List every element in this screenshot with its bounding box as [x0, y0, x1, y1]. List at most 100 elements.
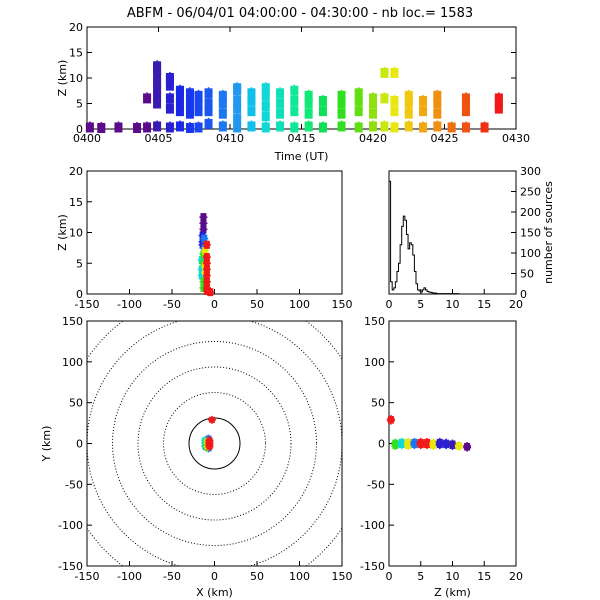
- data-point: [380, 120, 389, 129]
- data-point: [419, 121, 428, 130]
- x-tick-label: 0410: [216, 132, 244, 145]
- x-tick-label: 10: [446, 570, 460, 583]
- y-tick-label: 200: [520, 206, 541, 219]
- data-point: [194, 121, 203, 130]
- data-point: [463, 443, 472, 452]
- range-ring: [87, 321, 342, 566]
- data-point: [354, 121, 363, 130]
- y-tick-label: 15: [69, 47, 83, 60]
- y-tick-label: -150: [360, 560, 385, 573]
- y-tick-label: 150: [62, 315, 83, 328]
- data-point: [175, 84, 184, 93]
- y-tick-label: 0: [76, 288, 83, 301]
- y-axis-label: Y (km): [40, 426, 53, 463]
- data-point: [290, 94, 299, 103]
- y-tick-label: 0: [378, 438, 385, 451]
- y-tick-label: 100: [520, 247, 541, 260]
- x-axis-label: X (km): [196, 586, 233, 599]
- y-axis-label: Z (km): [56, 214, 69, 251]
- data-point: [494, 92, 503, 101]
- data-point: [304, 107, 313, 116]
- data-point: [290, 105, 299, 114]
- y-tick-label: 0: [76, 123, 83, 136]
- y-tick-label: -100: [58, 519, 83, 532]
- data-point: [233, 94, 242, 103]
- plot-frame: [388, 170, 517, 295]
- x-tick-label: -100: [117, 298, 142, 311]
- y-axis-label: number of sources: [542, 181, 555, 284]
- y-tick-label: 10: [69, 72, 83, 85]
- data-point: [337, 89, 346, 98]
- range-ring: [137, 366, 292, 521]
- data-point: [202, 240, 211, 249]
- x-tick-label: -150: [75, 570, 100, 583]
- data-point: [423, 441, 432, 450]
- y-axis-label: Z (km): [56, 60, 69, 97]
- data-point: [390, 94, 399, 103]
- data-point: [261, 82, 270, 91]
- x-tick-label: 0430: [502, 132, 530, 145]
- range-rings: [36, 265, 393, 600]
- data-point: [390, 66, 399, 75]
- y-tick-label: 150: [364, 315, 385, 328]
- data-point: [205, 442, 214, 451]
- y-tick-label: 0: [520, 288, 527, 301]
- data-point: [206, 288, 215, 297]
- y-tick-label: -100: [360, 519, 385, 532]
- x-tick-label: -150: [75, 298, 100, 311]
- x-tick-label: 50: [250, 298, 264, 311]
- range-ring: [36, 265, 393, 600]
- data-point: [318, 121, 327, 130]
- data-point: [233, 112, 242, 121]
- range-ring: [87, 321, 342, 566]
- x-tick-label: 10: [446, 298, 460, 311]
- data-point: [404, 120, 413, 129]
- range-ring: [163, 392, 266, 495]
- data-point: [204, 87, 213, 96]
- data-point: [261, 100, 270, 109]
- data-point: [194, 89, 203, 98]
- x-tick-label: 150: [332, 570, 353, 583]
- data-point: [419, 105, 428, 114]
- data-point: [153, 60, 162, 69]
- data-point: [204, 117, 213, 126]
- y-tick-label: -50: [367, 478, 385, 491]
- data-point: [391, 441, 400, 450]
- data-point: [143, 121, 152, 130]
- data-point: [433, 120, 442, 129]
- data-point: [247, 120, 256, 129]
- x-tick-label: 0: [386, 298, 393, 311]
- data-point: [218, 89, 227, 98]
- data-point: [461, 92, 470, 101]
- data-point: [233, 82, 242, 91]
- data-point: [290, 121, 299, 130]
- data-point: [204, 97, 213, 106]
- time-z-panel: 0400 0405 0410 0415 0420 0425 0430 0 5 10 15 20 Time…: [56, 21, 530, 163]
- x-tick-label: 0400: [73, 132, 101, 145]
- data-point: [380, 66, 389, 75]
- data-point: [442, 438, 451, 447]
- x-tick-label: 0425: [431, 132, 459, 145]
- data-point: [165, 121, 174, 130]
- data-point: [369, 92, 377, 101]
- data-point: [218, 107, 227, 116]
- data-point: [114, 121, 123, 130]
- data-point: [85, 121, 94, 130]
- data-point: [461, 121, 470, 130]
- y-tick-label: 100: [364, 356, 385, 369]
- y-tick-label: 250: [520, 186, 541, 199]
- data-point: [404, 89, 413, 98]
- data-point: [390, 105, 399, 114]
- data-point: [207, 415, 216, 424]
- data-point: [97, 121, 106, 130]
- x-axis-label: Z (km): [434, 586, 471, 599]
- data-point: [165, 72, 174, 80]
- data-point: [165, 102, 174, 111]
- data-point: [153, 120, 162, 129]
- x-tick-label: 20: [509, 298, 523, 311]
- data-point: [185, 87, 194, 96]
- data-point: [447, 121, 456, 130]
- x-tick-label: 0405: [145, 132, 173, 145]
- data-point: [247, 105, 256, 114]
